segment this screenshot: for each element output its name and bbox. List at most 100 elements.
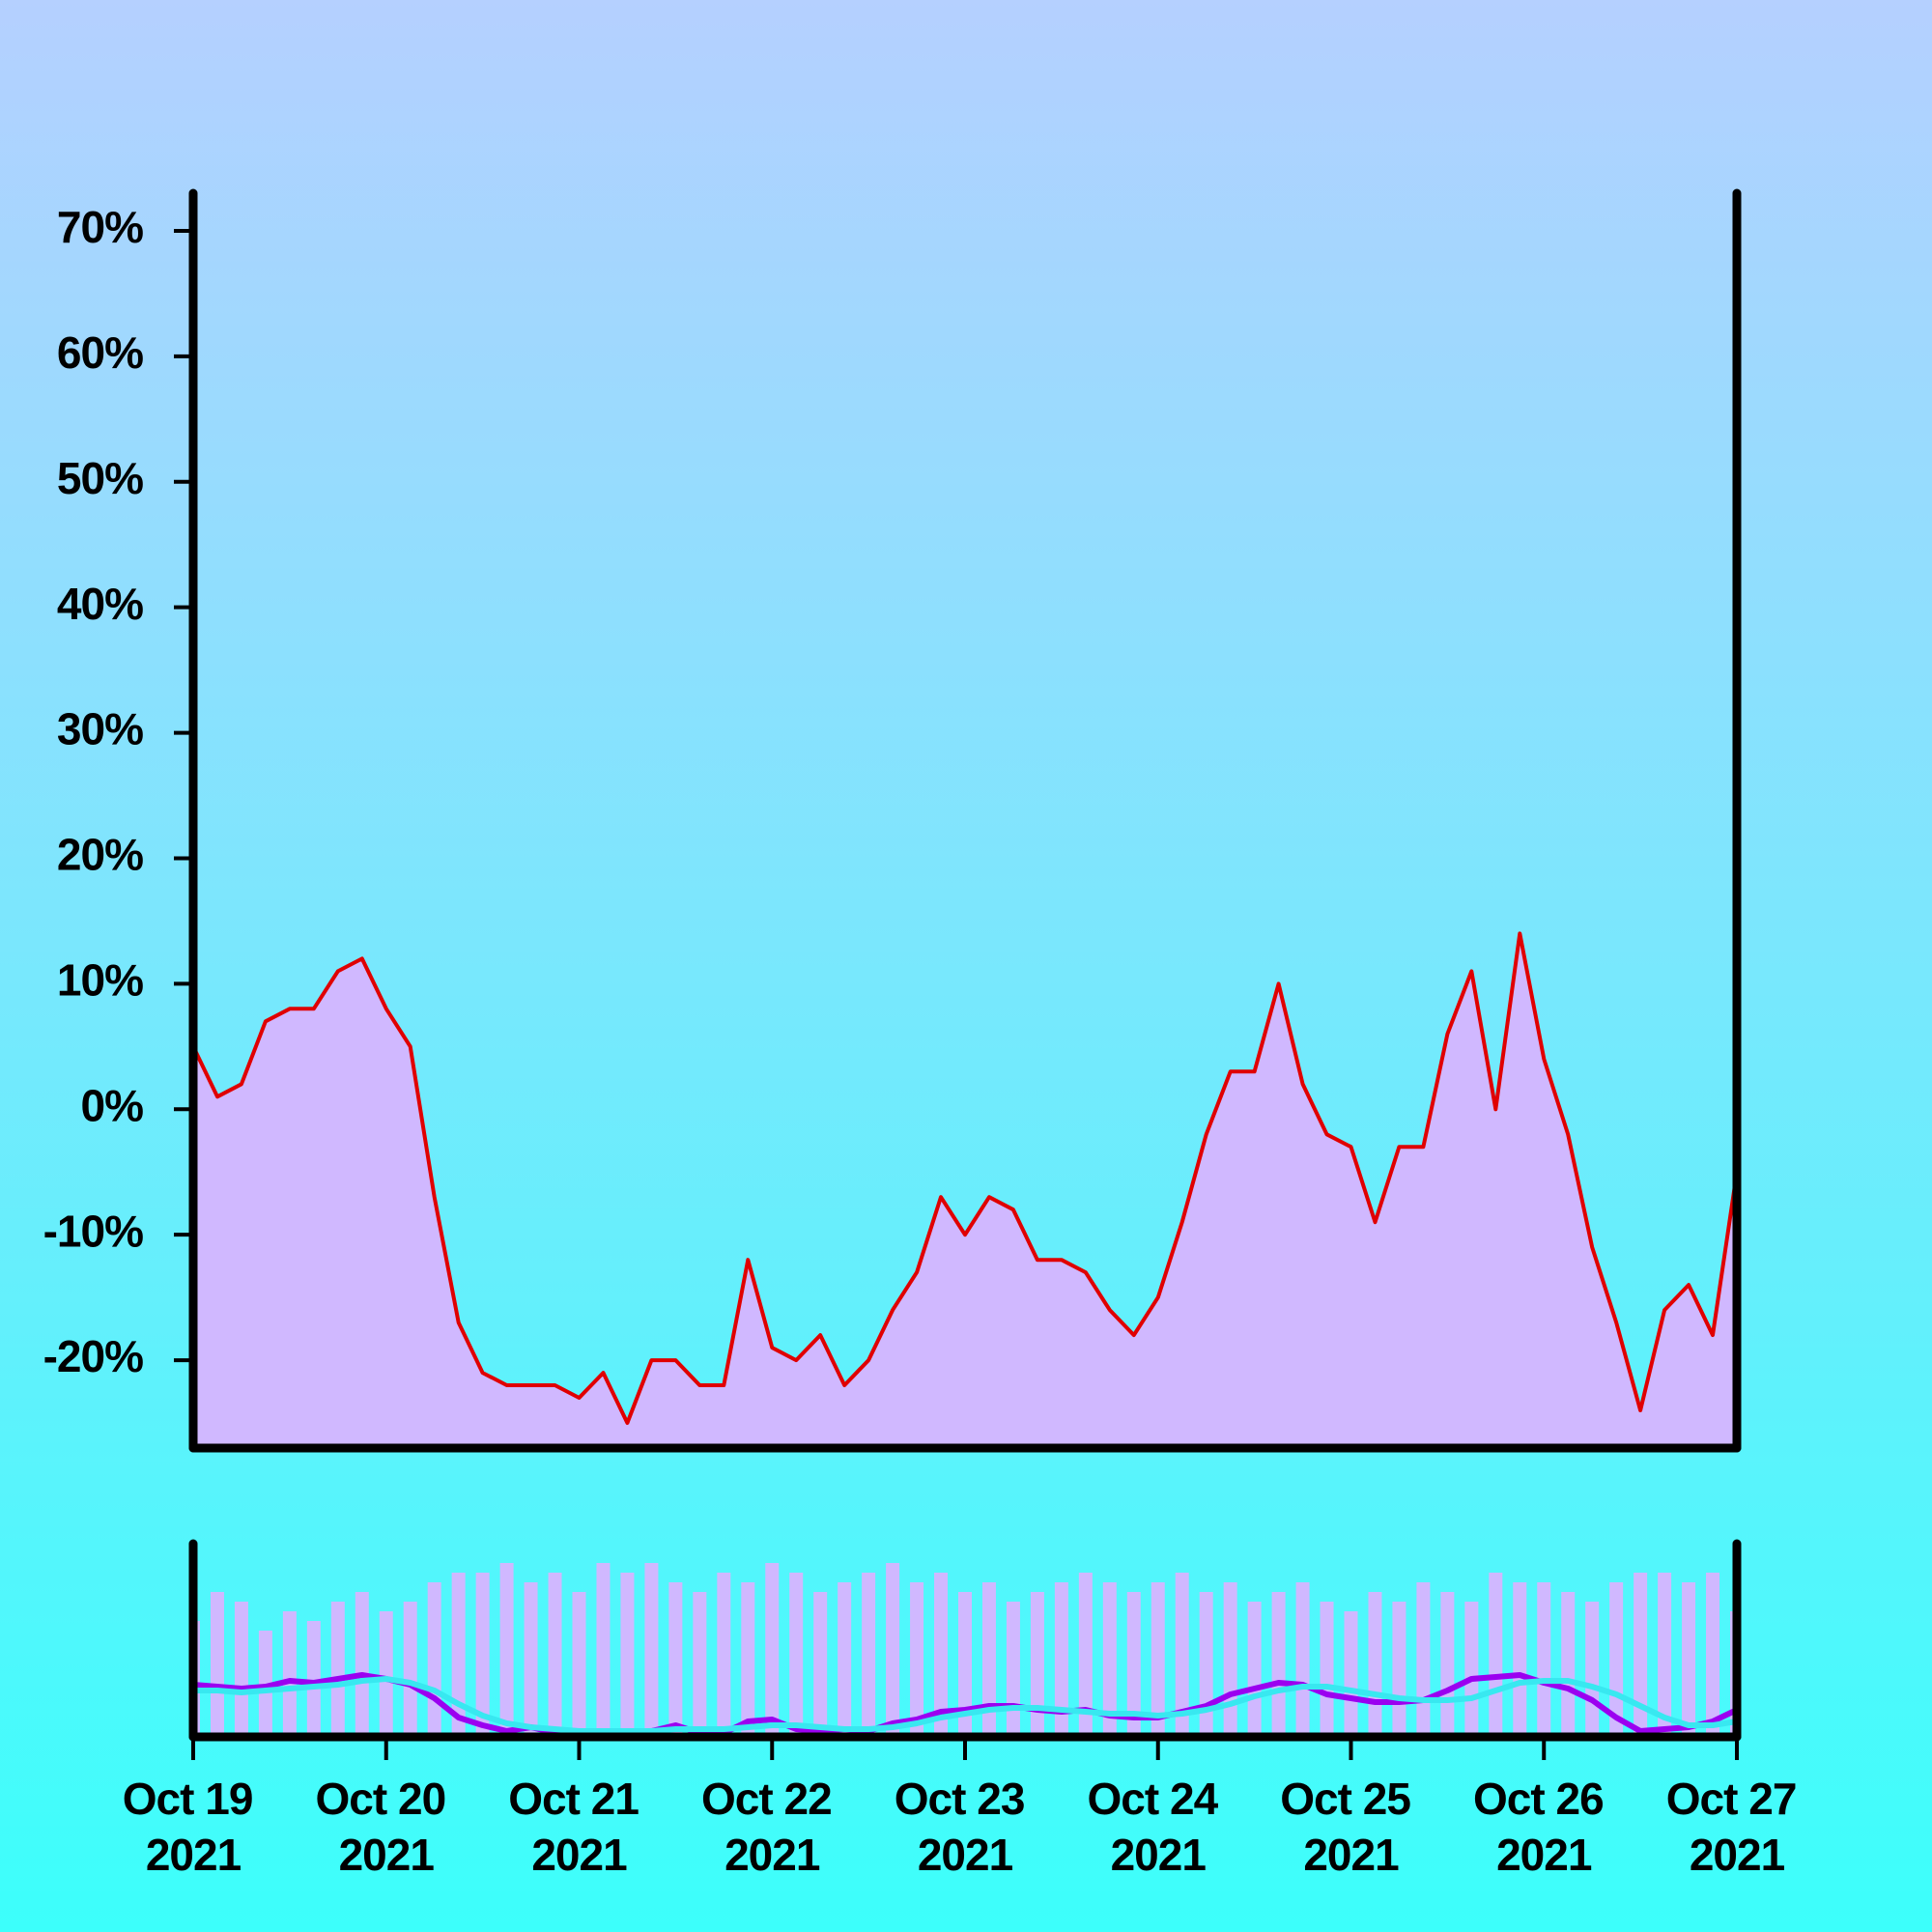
x-tick-label-line: Oct 27 — [1666, 1774, 1807, 1824]
x-tick-label: Oct 27 2021 — [1666, 1774, 1807, 1880]
volume-bar — [741, 1582, 755, 1737]
volume-bar — [838, 1582, 852, 1737]
x-tick-label: Oct 26 2021 — [1473, 1774, 1614, 1880]
volume-bar — [620, 1573, 635, 1737]
volume-bar — [1344, 1611, 1358, 1737]
area — [193, 933, 1737, 1448]
volume-bar — [1223, 1582, 1237, 1737]
volume-bar — [572, 1592, 586, 1737]
volume-bar — [1658, 1573, 1672, 1737]
volume-bar — [403, 1602, 417, 1737]
y-tick-label: 10% — [57, 955, 143, 1006]
line — [193, 931, 1737, 1425]
volume-bar — [1030, 1592, 1044, 1737]
y-tick-label: 0% — [81, 1080, 144, 1130]
volume-bar — [427, 1582, 441, 1737]
volume-bar — [1199, 1592, 1213, 1737]
volume-bar — [596, 1563, 611, 1737]
x-tick-label-line: 2021 — [1496, 1830, 1592, 1880]
volume-bar — [981, 1582, 996, 1737]
volume-bar — [862, 1573, 876, 1737]
volume-bar — [910, 1582, 924, 1737]
volume-bar — [330, 1602, 345, 1737]
volume-bar — [717, 1573, 731, 1737]
volume-bar — [1271, 1592, 1286, 1737]
plot-area — [193, 1563, 1737, 1737]
volume-bar — [548, 1573, 562, 1737]
volume-bar — [1440, 1592, 1455, 1737]
x-tick-label-line: Oct 20 — [316, 1774, 457, 1824]
volume-bar — [1489, 1573, 1503, 1737]
volume-bar — [1585, 1602, 1600, 1737]
x-tick-label-line: Oct 24 — [1088, 1774, 1229, 1824]
volume-bar — [1392, 1602, 1406, 1737]
x-tick-label-line: Oct 25 — [1280, 1774, 1421, 1824]
volume-bar — [282, 1611, 297, 1737]
y-tick-label: -20% — [43, 1331, 143, 1381]
volume-bar — [1247, 1602, 1262, 1737]
volume-bar — [306, 1621, 321, 1737]
volume-bar — [1368, 1592, 1382, 1737]
plot-area — [193, 931, 1737, 1448]
x-tick-label: Oct 19 2021 — [123, 1774, 264, 1880]
volume-bar — [1537, 1582, 1551, 1737]
volume-bar — [693, 1592, 707, 1737]
volume-bar — [1513, 1582, 1527, 1737]
volume-bar — [886, 1563, 900, 1737]
volume-bar — [1706, 1573, 1720, 1737]
moving-average-line — [193, 1672, 1737, 1737]
volume-bar — [958, 1592, 972, 1737]
x-tick-label-line: Oct 19 — [123, 1774, 264, 1824]
volume-bar — [1006, 1602, 1020, 1737]
volume-bar — [765, 1563, 780, 1737]
volume-bar — [524, 1582, 538, 1737]
volume-bar — [1054, 1582, 1068, 1737]
x-tick-label-line: Oct 22 — [701, 1774, 842, 1824]
x-tick-label: Oct 22 2021 — [701, 1774, 842, 1880]
volume-bar — [644, 1563, 659, 1737]
volume-bar — [668, 1582, 683, 1737]
x-tick-label: Oct 20 2021 — [316, 1774, 457, 1880]
volume-bar — [451, 1573, 466, 1737]
x-tick-label-line: Oct 23 — [895, 1774, 1036, 1824]
x-tick-label: Oct 21 2021 — [508, 1774, 649, 1880]
x-tick-label-line: 2021 — [1303, 1830, 1399, 1880]
y-tick-label: 20% — [57, 830, 143, 880]
volume-bar — [1175, 1573, 1189, 1737]
x-tick-label-line: 2021 — [146, 1830, 242, 1880]
x-tick-label-line: 2021 — [1690, 1830, 1785, 1880]
volume-bar — [475, 1573, 490, 1737]
y-tick-label: 60% — [57, 327, 143, 378]
y-tick-label: 50% — [57, 453, 143, 503]
x-tick-label-line: Oct 21 — [508, 1774, 649, 1824]
volume-bar — [789, 1573, 804, 1737]
volume-bar — [1416, 1582, 1431, 1737]
x-tick-label: Oct 25 2021 — [1280, 1774, 1421, 1880]
x-tick-label-line: 2021 — [918, 1830, 1013, 1880]
x-tick-label: Oct 24 2021 — [1088, 1774, 1229, 1880]
volume-bar — [210, 1592, 224, 1737]
y-tick-label: 30% — [57, 704, 143, 754]
y-tick-label: -10% — [43, 1206, 143, 1256]
x-tick-label-line: 2021 — [531, 1830, 627, 1880]
y-tick-label: 70% — [57, 202, 143, 252]
volume-bar — [1464, 1602, 1479, 1737]
volume-bar — [355, 1592, 369, 1737]
x-tick-label: Oct 23 2021 — [895, 1774, 1036, 1880]
x-tick-label-line: 2021 — [1111, 1830, 1207, 1880]
volume-bar — [234, 1602, 248, 1737]
volume-bar — [1151, 1582, 1165, 1737]
volume-bar — [1295, 1582, 1310, 1737]
volume-bar — [1126, 1592, 1141, 1737]
volume-bar — [379, 1611, 393, 1737]
volume-bar — [1078, 1573, 1093, 1737]
volume-bar — [934, 1573, 949, 1737]
volume-bar — [1561, 1592, 1576, 1737]
x-tick-label-line: 2021 — [724, 1830, 820, 1880]
volume-bar — [1320, 1602, 1334, 1737]
volume-bar — [499, 1563, 514, 1737]
x-tick-label-line: Oct 26 — [1473, 1774, 1614, 1824]
volume-bar — [1634, 1573, 1648, 1737]
